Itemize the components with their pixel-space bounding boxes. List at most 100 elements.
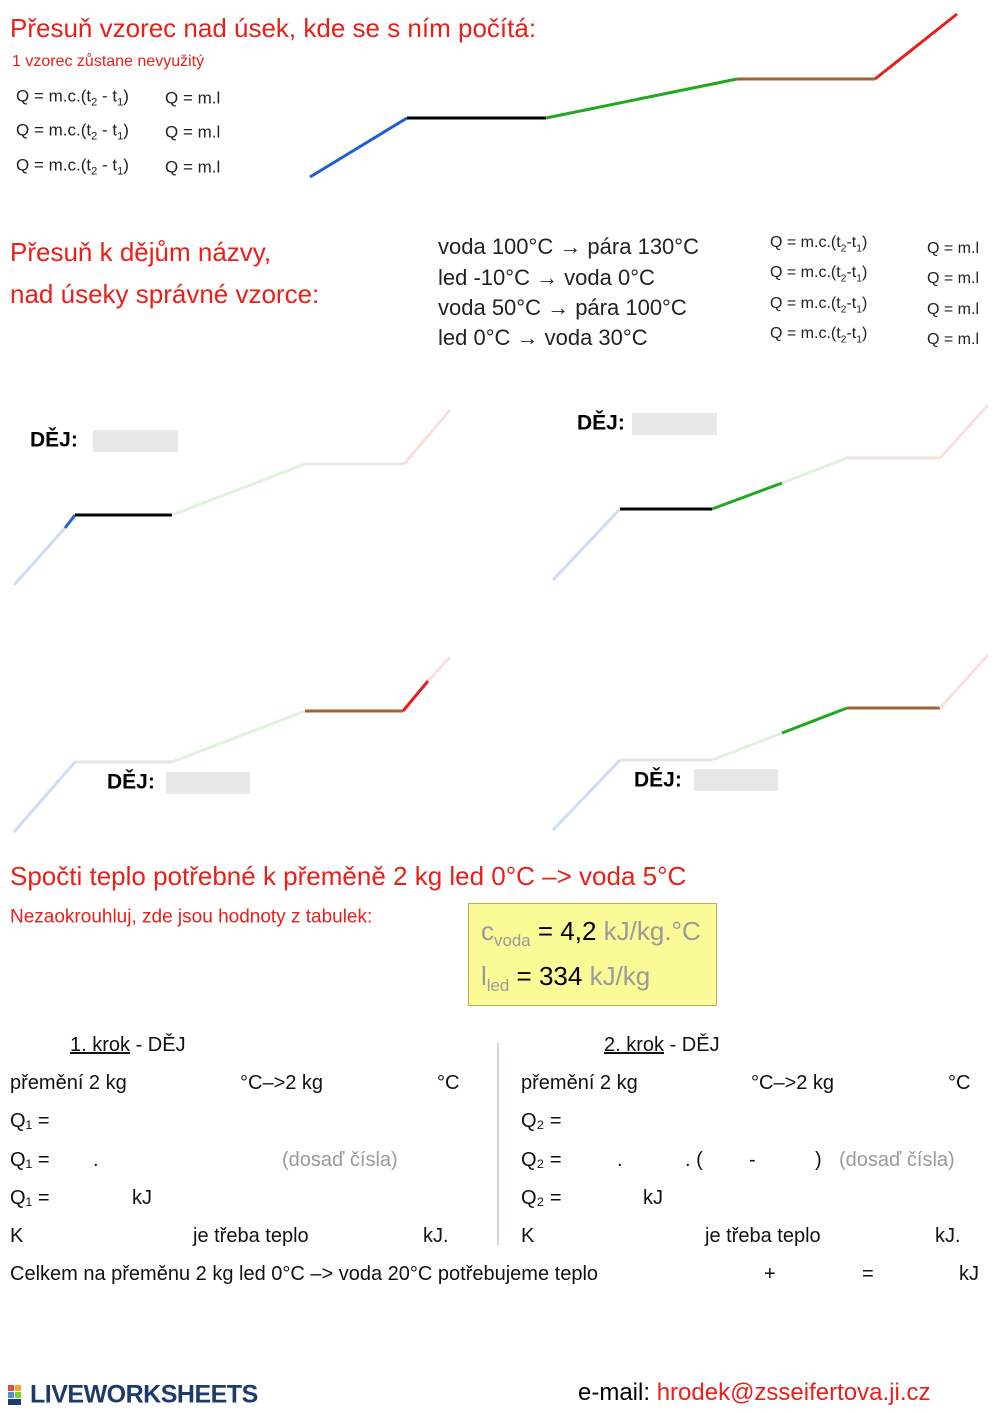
graph-2	[551, 403, 990, 582]
q-label: Q₂ =	[521, 1149, 562, 1171]
formula-text: Q = m.c.(t	[770, 234, 841, 252]
formula-text: Q = m.c.(t	[770, 325, 841, 343]
formula[interactable]: Q = m.l	[927, 240, 980, 257]
subscript: 2	[91, 165, 98, 178]
q-label: Q₂ =	[521, 1187, 562, 1209]
dej-label: DĚJ:	[634, 768, 682, 792]
unit: kJ	[132, 1187, 152, 1209]
c-value: cvoda = 4,2 kJ/kg.°C	[481, 918, 701, 950]
hint: (dosaď čísla)	[839, 1149, 955, 1171]
process[interactable]: led 0°C → voda 30°C	[438, 325, 648, 350]
formula-text: )	[123, 120, 129, 140]
row-text: přemění 2 kg	[10, 1072, 127, 1094]
l-value: lled = 334 kJ/kg	[481, 963, 650, 995]
formula[interactable]: Q = m.c.(t2-t1)	[770, 265, 867, 285]
formula-text: Q = m.c.(t	[770, 264, 841, 282]
email-label: e-mail:	[578, 1379, 651, 1406]
formula[interactable]: Q = m.c.(t2 - t1)	[16, 87, 129, 108]
q-label: Q₂ =	[521, 1110, 562, 1132]
row-text: K	[521, 1225, 535, 1247]
row-text: )	[815, 1149, 822, 1171]
subscript: 2	[840, 273, 847, 285]
process[interactable]: voda 100°C → pára 130°C	[438, 234, 699, 259]
row-text: -	[749, 1149, 756, 1171]
step-heading: 1. krok - DĚJ	[70, 1035, 186, 1055]
subscript: 2	[840, 334, 847, 346]
unit: kJ/kg	[589, 960, 651, 991]
total-equals: =	[862, 1263, 874, 1285]
email[interactable]: hrodek@zsseifertova.ji.cz	[656, 1379, 931, 1406]
total: Celkem na přeměnu 2 kg led 0°C –> voda 2…	[10, 1263, 599, 1285]
drop-box[interactable]	[694, 769, 778, 791]
formula-text: - t	[97, 120, 118, 140]
graph-4	[551, 653, 990, 832]
formula-text: Q = m.c.(t	[16, 86, 92, 106]
symbol: l	[481, 960, 487, 991]
subscript: led	[486, 976, 510, 996]
row-text: je třeba teplo	[705, 1225, 821, 1247]
q-label: Q₁ =	[10, 1110, 50, 1132]
step-title: - DĚJ	[130, 1034, 186, 1056]
step-number: 1. krok	[70, 1034, 131, 1056]
title: Přesuň vzorec nad úsek, kde se s ním poč…	[10, 13, 537, 43]
q-label: Q₁ =	[10, 1187, 50, 1209]
process[interactable]: led -10°C → voda 0°C	[438, 265, 655, 290]
total-plus: +	[764, 1263, 776, 1285]
main-graph	[309, 12, 958, 179]
hint: (dosaď čísla)	[282, 1149, 398, 1171]
process[interactable]: voda 50°C → pára 100°C	[438, 295, 687, 320]
subscript: voda	[494, 931, 531, 951]
formula-text: )	[123, 86, 129, 106]
q-label: Q₁ =	[10, 1149, 50, 1171]
drop-box[interactable]	[632, 413, 717, 435]
drop-box[interactable]	[166, 772, 250, 794]
formula-text: )	[862, 264, 868, 282]
formula-text: - t	[97, 155, 118, 175]
row-text: kJ.	[935, 1225, 961, 1247]
subscript: 2	[840, 304, 847, 316]
row-text: kJ.	[423, 1225, 449, 1247]
formula[interactable]: Q = m.c.(t2-t1)	[770, 235, 867, 255]
formula[interactable]: Q = m.l	[165, 157, 221, 177]
row-text: °C	[948, 1072, 971, 1094]
subscript: 1	[856, 334, 863, 346]
formula[interactable]: Q = m.c.(t2-t1)	[770, 296, 867, 316]
formula[interactable]: Q = m.l	[927, 270, 980, 287]
note: Nezaokrouhluj, zde jsou hodnoty z tabule…	[10, 906, 373, 928]
email-line: e-mail: hrodek@zsseifertova.ji.cz	[578, 1381, 930, 1405]
subscript: 2	[91, 130, 98, 143]
formula-text: )	[862, 295, 868, 313]
formula-text: Q = m.c.(t	[16, 155, 92, 175]
subscript: 1	[117, 130, 124, 143]
formula[interactable]: Q = m.l	[165, 122, 221, 142]
formula[interactable]: Q = m.c.(t2 - t1)	[16, 121, 129, 142]
formula[interactable]: Q = m.l	[165, 88, 221, 108]
formula[interactable]: Q = m.l	[927, 331, 980, 348]
row-text: je třeba teplo	[193, 1225, 309, 1247]
symbol: c	[481, 915, 494, 946]
subscript: 1	[117, 96, 124, 109]
unit: kJ	[643, 1187, 663, 1209]
formula[interactable]: Q = m.l	[927, 301, 980, 318]
values-box: cvoda = 4,2 kJ/kg.°C lled = 334 kJ/kg	[468, 903, 717, 1006]
formula[interactable]: Q = m.c.(t2-t1)	[770, 326, 867, 346]
row-text: °C–>2 kg	[751, 1072, 835, 1094]
value: = 334	[509, 960, 590, 991]
graph-3	[12, 655, 452, 833]
formula-text: )	[862, 234, 868, 252]
formula-text: - t	[97, 86, 118, 106]
brand: LIVEWORKSHEETS	[30, 1380, 258, 1409]
total-unit: kJ	[959, 1263, 979, 1285]
row-text: .	[617, 1149, 623, 1171]
formula[interactable]: Q = m.c.(t2 - t1)	[16, 156, 129, 177]
drop-box[interactable]	[93, 430, 178, 452]
step-heading: 2. krok - DĚJ	[604, 1035, 720, 1055]
subscript: 1	[117, 165, 124, 178]
formula-text: )	[862, 325, 868, 343]
formula-text: -t	[846, 264, 857, 282]
step-title: - DĚJ	[664, 1034, 720, 1056]
formula-text: Q = m.c.(t	[16, 120, 92, 140]
row-text: přemění 2 kg	[521, 1072, 638, 1094]
